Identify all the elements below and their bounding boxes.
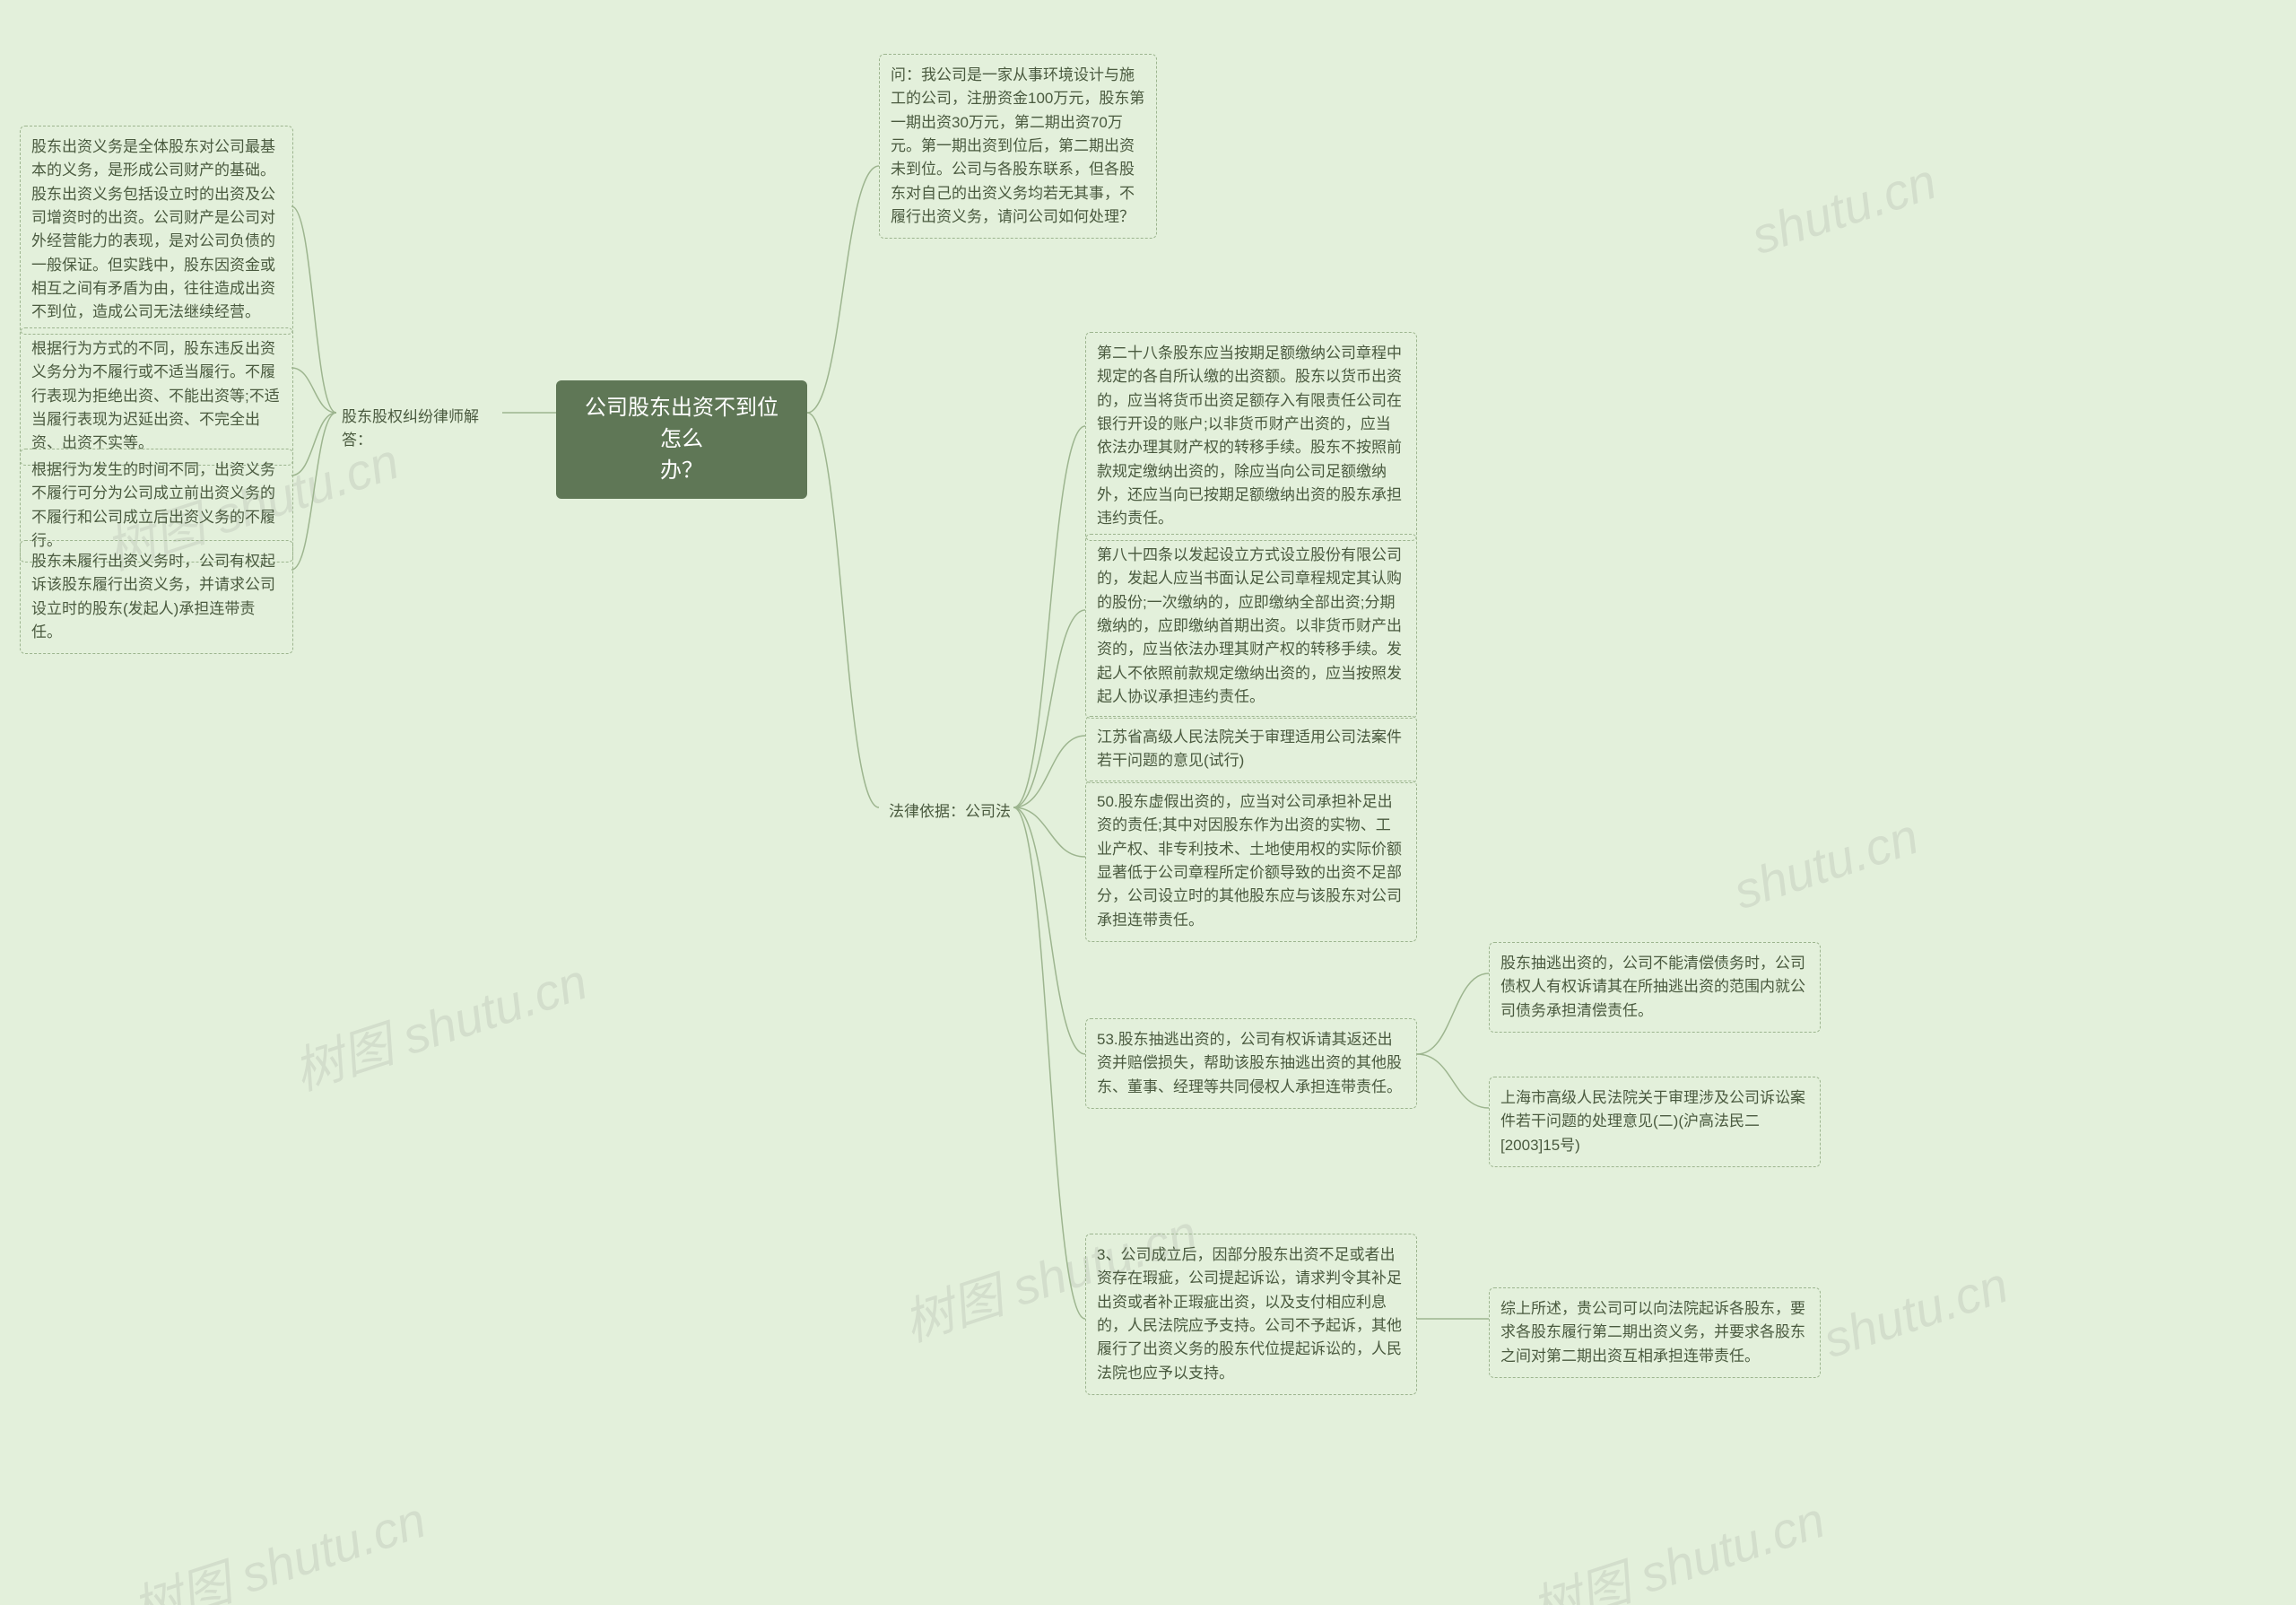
left-branch-label: 股东股权纠纷律师解答： xyxy=(336,402,507,457)
right-branch-label: 法律依据：公司法 xyxy=(883,797,1018,827)
watermark: shutu.cn xyxy=(1816,1255,2014,1369)
left-node: 股东出资义务是全体股东对公司最基本的义务，是形成公司财产的基础。股东出资义务包括… xyxy=(20,126,293,335)
watermark: shutu.cn xyxy=(1726,807,1925,920)
root-node: 公司股东出资不到位怎么 办？ xyxy=(556,380,807,499)
right-node: 50.股东虚假出资的，应当对公司承担补足出资的责任;其中对因股东作为出资的实物、… xyxy=(1085,781,1417,942)
right-sub-node: 股东抽逃出资的，公司不能清偿债务时，公司债权人有权诉请其在所抽逃出资的范围内就公… xyxy=(1489,942,1821,1033)
right-node: 江苏省高级人民法院关于审理适用公司法案件若干问题的意见(试行) xyxy=(1085,716,1417,783)
watermark: shutu.cn xyxy=(1744,152,1943,266)
root-line2: 办？ xyxy=(660,458,703,483)
right-sub-node: 上海市高级人民法院关于审理涉及公司诉讼案件若干问题的处理意见(二)(沪高法民二[… xyxy=(1489,1077,1821,1167)
left-node: 股东未履行出资义务时，公司有权起诉该股东履行出资义务，并请求公司设立时的股东(发… xyxy=(20,540,293,654)
watermark: 树图 shutu.cn xyxy=(283,942,596,1105)
right-node: 第八十四条以发起设立方式设立股份有限公司的，发起人应当书面认足公司章程规定其认购… xyxy=(1085,534,1417,719)
right-node: 第二十八条股东应当按期足额缴纳公司章程中规定的各自所认缴的出资额。股东以货币出资… xyxy=(1085,332,1417,541)
watermark: 树图 shutu.cn xyxy=(1521,1480,1833,1605)
left-node: 根据行为方式的不同，股东违反出资义务分为不履行或不适当履行。不履行表现为拒绝出资… xyxy=(20,327,293,466)
right-top-node: 问：我公司是一家从事环境设计与施工的公司，注册资金100万元，股东第一期出资30… xyxy=(879,54,1157,239)
right-node: 53.股东抽逃出资的，公司有权诉请其返还出资并赔偿损失，帮助该股东抽逃出资的其他… xyxy=(1085,1018,1417,1109)
right-sub-node: 综上所述，贵公司可以向法院起诉各股东，要求各股东履行第二期出资义务，并要求各股东… xyxy=(1489,1287,1821,1378)
root-line1: 公司股东出资不到位怎么 xyxy=(585,396,778,451)
watermark: 树图 shutu.cn xyxy=(122,1480,434,1605)
right-node: 3、公司成立后，因部分股东出资不足或者出资存在瑕疵，公司提起诉讼，请求判令其补足… xyxy=(1085,1234,1417,1395)
